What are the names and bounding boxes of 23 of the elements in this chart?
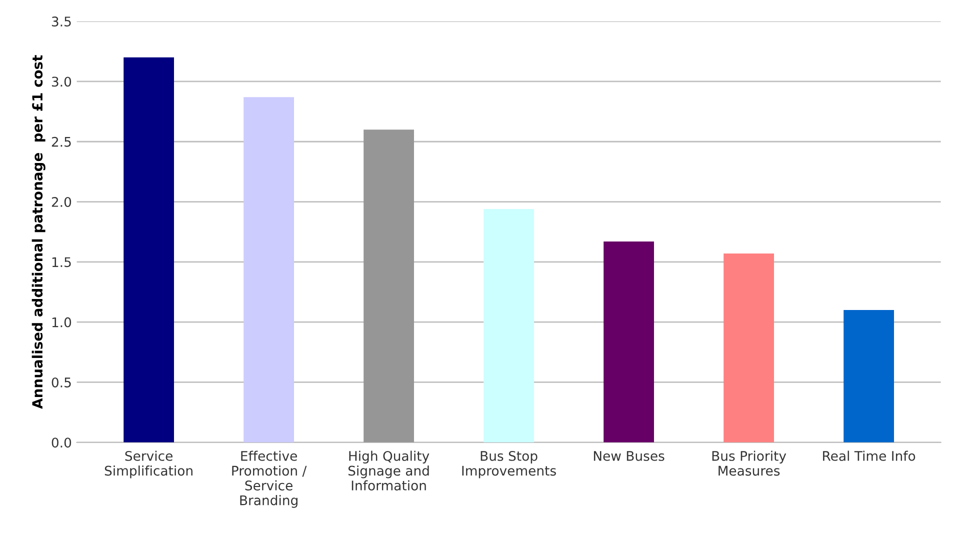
y-tick-label: 0.5 — [52, 377, 71, 388]
bar — [364, 130, 414, 442]
bar — [604, 241, 654, 442]
y-tick-label: 1.5 — [52, 257, 71, 268]
x-tick-label: Bus Stop Improvements — [462, 450, 556, 478]
y-tick-label: 3.0 — [52, 76, 72, 87]
y-tick-label: 2.0 — [52, 197, 72, 207]
y-tick-label: 3.5 — [52, 16, 71, 27]
x-tick-label: New Buses — [594, 451, 664, 461]
x-tick-label: Effective Promotion / Service Branding — [232, 450, 307, 508]
bar — [844, 310, 894, 442]
y-tick-label: 1.0 — [52, 317, 72, 328]
bar — [484, 208, 534, 442]
bar — [724, 254, 774, 442]
y-axis-title: Annualised additional patronage per £1 cost — [32, 55, 46, 409]
x-tick-label: Real Time Info — [823, 450, 916, 461]
y-tick-label: 0.0 — [52, 438, 72, 448]
bar — [244, 97, 294, 442]
y-tick-label: 2.5 — [52, 136, 71, 147]
x-tick-label: Service Simplification — [104, 450, 192, 478]
bar — [124, 57, 174, 442]
x-tick-label: High Quality Signage and Information — [348, 450, 430, 490]
x-tick-label: Bus Priority Measures — [712, 450, 786, 476]
